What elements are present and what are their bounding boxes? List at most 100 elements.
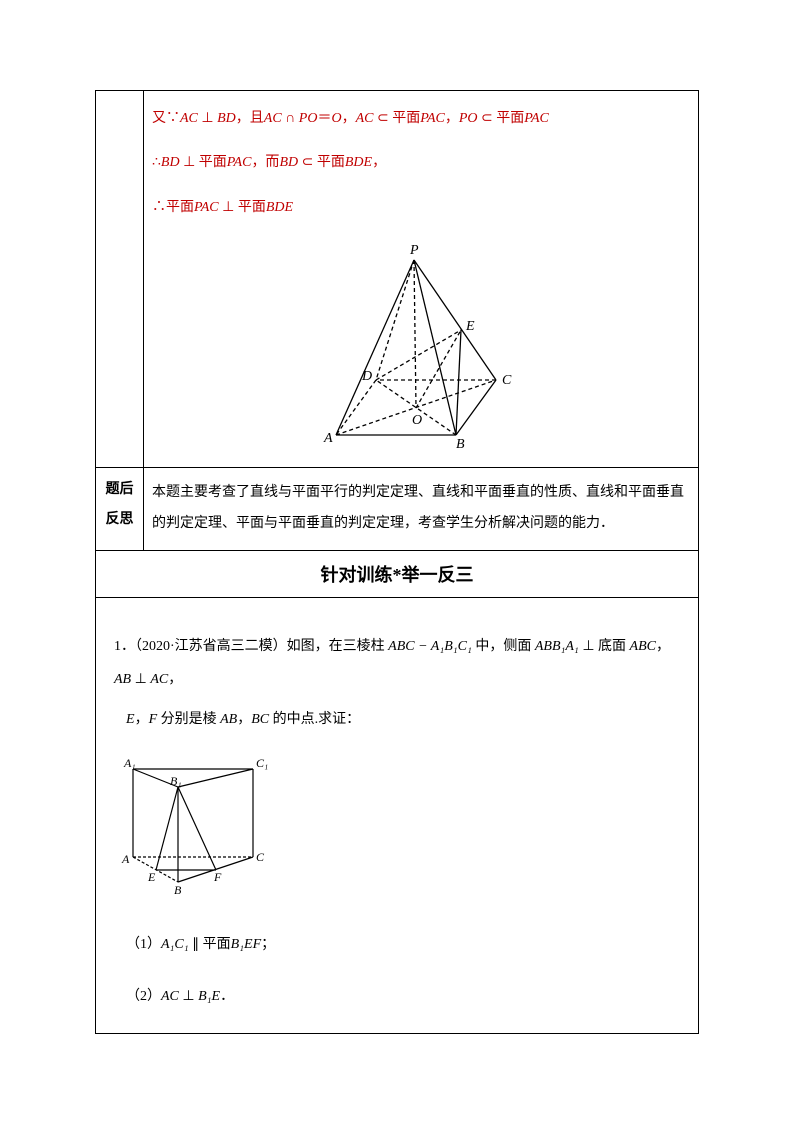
- label-B: B: [456, 437, 465, 450]
- t: ，: [135, 712, 149, 727]
- t: 平面: [166, 200, 194, 215]
- main-table: 又∵AC ⊥ BD，且AC ∩ PO＝O，AC ⊂ 平面PAC，PO ⊂ 平面P…: [95, 90, 699, 1034]
- t: ⊥: [179, 989, 198, 1004]
- t: PAC: [194, 200, 219, 215]
- proof-content-cell: 又∵AC ⊥ BD，且AC ∩ PO＝O，AC ⊂ 平面PAC，PO ⊂ 平面P…: [144, 91, 699, 468]
- label-B: B: [174, 883, 182, 897]
- reflection-label-2: 反思: [104, 508, 135, 528]
- t: BC: [251, 712, 269, 727]
- t: ，而: [251, 155, 279, 170]
- t: ∴: [152, 155, 161, 170]
- problem-line-1: 1．（2020·江苏省高三二模）如图，在三棱柱 ABC − A₁B₁C₁ 中，侧…: [114, 630, 680, 697]
- t: B₁EF: [231, 937, 262, 952]
- problem-line-2: E，F 分别是棱 AB，BC 的中点.求证：: [114, 703, 680, 737]
- sub-question-2: （2）AC ⊥ B₁E．: [114, 980, 680, 1014]
- problem-cell: 1．（2020·江苏省高三二模）如图，在三棱柱 ABC − A₁B₁C₁ 中，侧…: [96, 597, 699, 1034]
- t: ⊥: [180, 155, 199, 170]
- t: 平面: [317, 155, 345, 170]
- label-C: C: [502, 373, 512, 388]
- t: AC: [161, 989, 179, 1004]
- t: AB: [114, 672, 131, 687]
- label-E: E: [465, 319, 475, 334]
- proof-left-cell: [96, 91, 144, 468]
- label-D: D: [361, 369, 372, 384]
- edge-DE: [376, 330, 461, 380]
- t: ，: [656, 639, 670, 654]
- t: ，: [445, 111, 459, 126]
- t: ABC − A₁B₁C₁: [388, 639, 472, 654]
- edge-PA: [336, 260, 414, 435]
- t: 平面: [238, 200, 266, 215]
- label-C: C: [256, 850, 265, 864]
- t: A₁C₁: [161, 937, 189, 952]
- t: PAC: [227, 155, 252, 170]
- t: B₁E: [198, 989, 220, 1004]
- t: ∴: [152, 200, 166, 215]
- page: 又∵AC ⊥ BD，且AC ∩ PO＝O，AC ⊂ 平面PAC，PO ⊂ 平面P…: [0, 0, 794, 1123]
- edge-PC: [414, 260, 496, 380]
- t: （1）: [126, 937, 161, 952]
- t: ABC: [630, 639, 656, 654]
- edge-DA: [336, 380, 376, 435]
- label-E: E: [147, 870, 156, 884]
- t: ，: [168, 672, 182, 687]
- t: 平面: [392, 111, 420, 126]
- problem-block: 1．（2020·江苏省高三二模）如图，在三棱柱 ABC − A₁B₁C₁ 中，侧…: [104, 608, 690, 1024]
- edge-BC: [456, 380, 496, 435]
- t: ⊂: [373, 111, 392, 126]
- training-title-row: 针对训练*举一反三: [96, 550, 699, 597]
- label-P: P: [409, 243, 419, 258]
- t: ∥: [189, 937, 203, 952]
- reflection-label-1: 题后: [104, 478, 135, 498]
- problem-row: 1．（2020·江苏省高三二模）如图，在三棱柱 ABC − A₁B₁C₁ 中，侧…: [96, 597, 699, 1034]
- label-A: A: [323, 431, 333, 446]
- t: F: [149, 712, 158, 727]
- t: BDE: [266, 200, 293, 215]
- edge-PD: [376, 260, 414, 380]
- t: 平面: [203, 937, 231, 952]
- t: 又∵: [152, 111, 180, 126]
- t: AB: [220, 712, 237, 727]
- t: PAC: [524, 111, 549, 126]
- t: ，: [372, 155, 386, 170]
- proof-line-1: 又∵AC ⊥ BD，且AC ∩ PO＝O，AC ⊂ 平面PAC，PO ⊂ 平面P…: [152, 101, 690, 137]
- pyramid-diagram: P A B C D E O: [152, 234, 690, 457]
- t: 的中点.求证：: [269, 712, 360, 727]
- edge-B1C1: [178, 769, 253, 787]
- proof-line-3: ∴平面PAC ⊥ 平面BDE: [152, 190, 690, 226]
- label-A: A: [121, 852, 130, 866]
- reflection-left-cell: 题后 反思: [96, 468, 144, 551]
- proof-row: 又∵AC ⊥ BD，且AC ∩ PO＝O，AC ⊂ 平面PAC，PO ⊂ 平面P…: [96, 91, 699, 468]
- reflection-row: 题后 反思 本题主要考查了直线与平面平行的判定定理、直线和平面垂直的性质、直线和…: [96, 468, 699, 551]
- t: 1．（2020·江苏省高三二模）如图，在三棱柱: [114, 639, 388, 654]
- t: PO: [459, 111, 478, 126]
- t: O: [331, 111, 341, 126]
- t: BD: [217, 111, 236, 126]
- t: AC: [264, 111, 282, 126]
- edge-BE: [456, 330, 461, 435]
- t: AC: [356, 111, 374, 126]
- t: ，: [237, 712, 251, 727]
- proof-line-2: ∴BD ⊥ 平面PAC，而BD ⊂ 平面BDE，: [152, 145, 690, 181]
- label-O: O: [412, 413, 422, 428]
- pyramid-svg: P A B C D E O: [306, 240, 536, 450]
- t: BD: [279, 155, 298, 170]
- t: ，: [342, 111, 356, 126]
- t: AC: [150, 672, 168, 687]
- t: AC: [180, 111, 198, 126]
- t: E: [126, 712, 135, 727]
- t: ABB₁A₁: [535, 639, 579, 654]
- t: ⊥: [131, 672, 150, 687]
- t: ⊥: [198, 111, 217, 126]
- edge-PB: [414, 260, 456, 435]
- label-B1: B₁: [170, 774, 182, 788]
- t: PAC: [420, 111, 445, 126]
- t: ∩: [282, 111, 299, 126]
- t: ；: [261, 937, 275, 952]
- t: PO: [299, 111, 318, 126]
- t: 平面: [199, 155, 227, 170]
- edge-OE: [416, 330, 461, 408]
- sub-question-1: （1）A₁C₁ ∥ 平面B₁EF；: [114, 928, 680, 962]
- t: BD: [161, 155, 180, 170]
- t: ⊂: [298, 155, 317, 170]
